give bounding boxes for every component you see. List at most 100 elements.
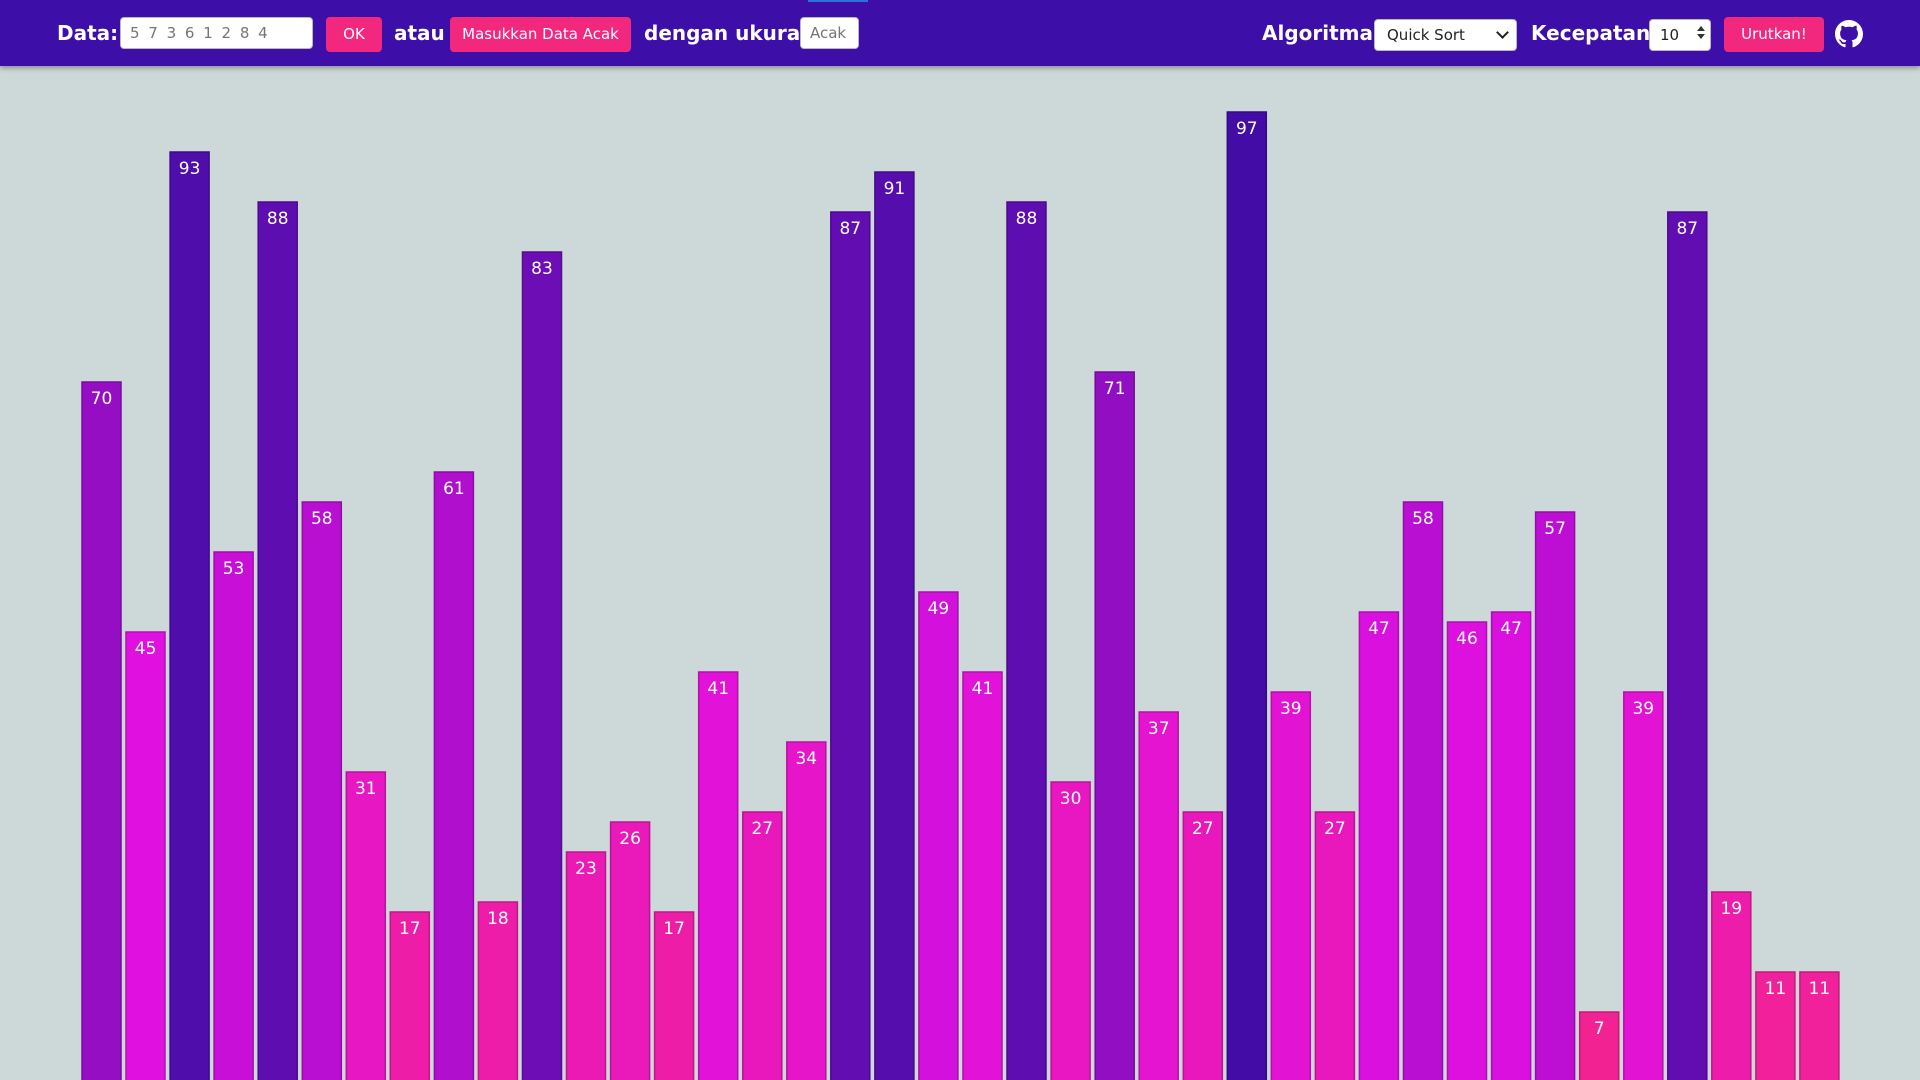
bar <box>125 631 166 1080</box>
bar-value-label: 11 <box>1765 979 1787 999</box>
bar <box>609 821 651 1080</box>
bar <box>477 901 519 1080</box>
bar <box>697 671 739 1080</box>
bar-value-label: 31 <box>355 779 377 799</box>
bar <box>1138 711 1179 1080</box>
bar <box>1446 621 1488 1080</box>
bar-value-label: 61 <box>443 479 465 499</box>
bar <box>1182 811 1224 1080</box>
bar <box>433 471 475 1080</box>
bar-value-label: 41 <box>972 679 994 699</box>
data-input[interactable] <box>120 17 313 49</box>
bar <box>1094 371 1135 1080</box>
bar-value-label: 41 <box>707 679 729 699</box>
bar <box>213 551 254 1080</box>
bar-value-label: 91 <box>884 179 906 199</box>
bar-value-label: 57 <box>1544 519 1566 539</box>
bar <box>389 911 431 1080</box>
or-label: atau <box>394 21 445 45</box>
bar-value-label: 27 <box>751 819 773 839</box>
bar <box>1711 891 1752 1080</box>
stepper-arrows-icon[interactable] <box>1696 23 1706 47</box>
bar <box>1358 611 1400 1080</box>
speed-stepper[interactable]: 10 <box>1649 19 1711 51</box>
bar-value-label: 93 <box>179 159 201 179</box>
bar <box>1050 781 1091 1080</box>
bar <box>169 151 210 1080</box>
bar <box>653 911 695 1080</box>
bar <box>1314 811 1356 1080</box>
bar <box>1270 691 1312 1080</box>
bar-value-label: 70 <box>91 389 113 409</box>
bar <box>521 251 563 1080</box>
toolbar-accent-strip <box>808 0 868 2</box>
bar-value-label: 18 <box>487 909 509 929</box>
data-label: Data: <box>57 21 119 45</box>
bar-value-label: 88 <box>267 209 289 229</box>
algorithm-label: Algoritma: <box>1262 21 1382 45</box>
bar <box>742 811 783 1080</box>
bar <box>1534 511 1576 1080</box>
bar <box>257 201 298 1080</box>
bar <box>1799 971 1840 1080</box>
bar-value-label: 27 <box>1192 819 1214 839</box>
bar <box>962 671 1003 1080</box>
bar <box>918 591 959 1080</box>
bar-value-label: 39 <box>1280 699 1302 719</box>
chevron-down-icon <box>1496 26 1509 39</box>
bar-value-label: 87 <box>839 219 861 239</box>
bar-value-label: 58 <box>1412 509 1434 529</box>
bar-value-label: 71 <box>1104 379 1126 399</box>
bar-value-label: 83 <box>531 259 553 279</box>
bar-value-label: 87 <box>1676 219 1698 239</box>
bar-value-label: 45 <box>135 639 157 659</box>
algorithm-select[interactable]: Quick Sort <box>1374 19 1517 51</box>
bar <box>1226 111 1268 1080</box>
bar-value-label: 34 <box>795 749 817 769</box>
bar-value-label: 26 <box>619 829 641 849</box>
bar <box>874 171 915 1080</box>
bar <box>1402 501 1444 1080</box>
bar-value-label: 19 <box>1720 899 1742 919</box>
bar-value-label: 17 <box>399 919 421 939</box>
bar-value-label: 47 <box>1368 619 1390 639</box>
bar-value-label: 58 <box>311 509 333 529</box>
size-label: dengan ukuran <box>644 21 815 45</box>
bar <box>1578 1011 1620 1080</box>
bar-value-label: 11 <box>1809 979 1831 999</box>
bar <box>81 381 122 1080</box>
speed-value: 10 <box>1660 26 1680 44</box>
github-icon[interactable] <box>1835 20 1863 48</box>
bar <box>1623 691 1664 1080</box>
ok-button[interactable]: OK <box>326 17 382 52</box>
bar-value-label: 49 <box>928 599 950 619</box>
bar <box>786 741 827 1080</box>
bar-value-label: 7 <box>1594 1019 1605 1039</box>
speed-label: Kecepatan: <box>1531 21 1659 45</box>
bar <box>830 211 871 1080</box>
toolbar: Data: OK atau Masukkan Data Acak dengan … <box>0 0 1920 66</box>
sort-button[interactable]: Urutkan! <box>1724 17 1824 52</box>
bar <box>1667 211 1708 1080</box>
bar-value-label: 27 <box>1324 819 1346 839</box>
bar-value-label: 30 <box>1060 789 1082 809</box>
bar-value-label: 17 <box>663 919 685 939</box>
bar-value-label: 97 <box>1236 119 1258 139</box>
size-input[interactable] <box>800 17 859 49</box>
random-data-button[interactable]: Masukkan Data Acak <box>450 17 631 52</box>
bar-value-label: 88 <box>1016 209 1038 229</box>
bar-value-label: 37 <box>1148 719 1170 739</box>
bar-value-label: 39 <box>1632 699 1654 719</box>
bar-value-label: 23 <box>575 859 597 879</box>
bar <box>565 851 607 1080</box>
algorithm-selected-value: Quick Sort <box>1387 26 1465 44</box>
bar-value-label: 47 <box>1500 619 1522 639</box>
bar-value-label: 53 <box>223 559 245 579</box>
bar-value-label: 46 <box>1456 629 1478 649</box>
bar <box>1006 201 1047 1080</box>
bar <box>1490 611 1532 1080</box>
bar <box>301 501 343 1080</box>
bar <box>345 771 387 1080</box>
bar <box>1755 971 1796 1080</box>
